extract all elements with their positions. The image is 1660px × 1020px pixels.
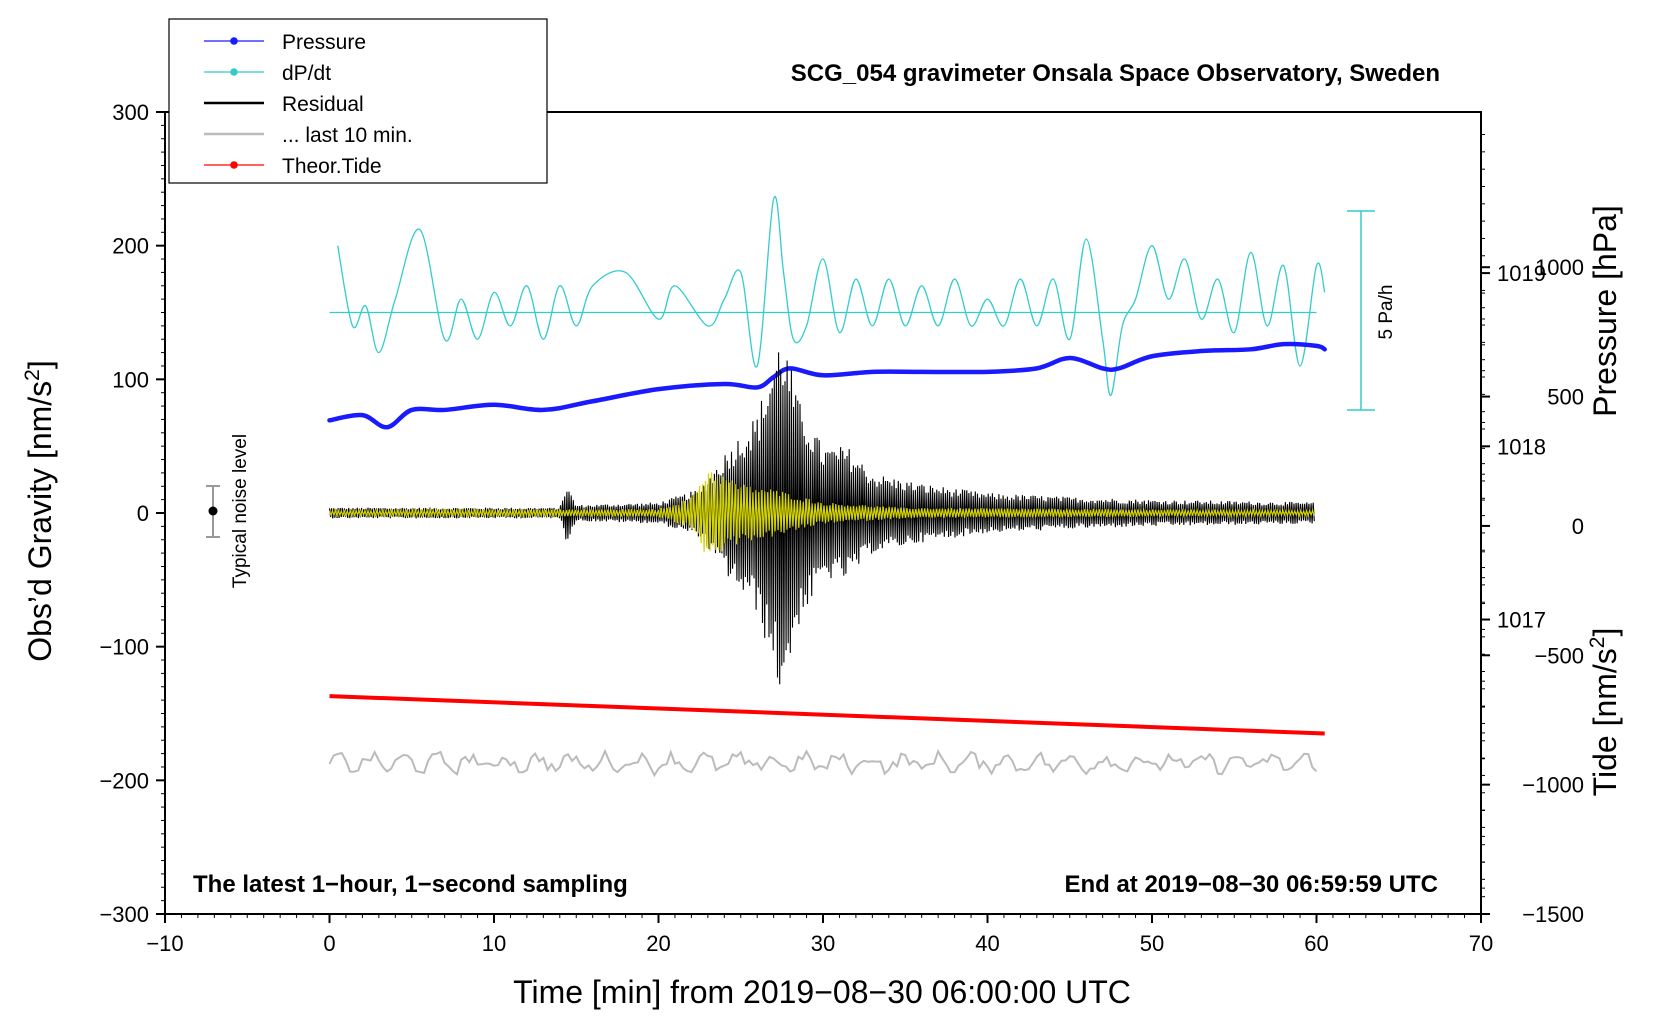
tide-tick-label-3: −500 xyxy=(1534,643,1584,668)
x-tick-label-7: 60 xyxy=(1304,931,1328,956)
dpdt-scale-bar xyxy=(1347,210,1375,411)
tide-tick-label-0: 1000 xyxy=(1535,255,1584,280)
legend-label-4: Theor.Tide xyxy=(282,155,382,178)
x-axis-title: Time [min] from 2019−08−30 06:00:00 UTC xyxy=(513,974,1131,1010)
x-tick-label-0: −10 xyxy=(146,931,183,956)
legend-label-3: ... last 10 min. xyxy=(282,124,413,147)
x-tick-label-4: 30 xyxy=(811,931,835,956)
legend-marker-0 xyxy=(230,37,238,45)
pressure-tick-label-1: 1018 xyxy=(1497,434,1546,459)
filtered-residual-line xyxy=(328,472,1315,552)
x-tick-label-3: 20 xyxy=(646,931,670,956)
tide-tick-label-2: 0 xyxy=(1572,514,1584,539)
theor-tide-series xyxy=(329,694,1325,736)
y-tick-label-0: −300 xyxy=(99,902,149,927)
pressure-axis-title: Pressure [hPa] xyxy=(1587,205,1623,417)
x-tick-label-8: 70 xyxy=(1469,931,1493,956)
legend-marker-4 xyxy=(230,161,238,169)
tide-tick-label-5: −1500 xyxy=(1522,902,1584,927)
legend-label-2: Residual xyxy=(282,93,364,116)
tide-axis-ticks: 1000 500 0 −500 −1000 −1500 xyxy=(1481,255,1584,927)
y-tick-label-4: 100 xyxy=(112,367,149,392)
x-tick-label-1: 0 xyxy=(323,931,335,956)
annotation-end-time: End at 2019−08−30 06:59:59 UTC xyxy=(1064,871,1438,898)
dpdt-scale-label: 5 Pa/h xyxy=(1376,285,1397,340)
noise-level-marker xyxy=(206,485,220,538)
last-10-min-series xyxy=(328,748,1318,778)
pressure-line xyxy=(327,341,1327,430)
legend: Pressure dP/dt Residual ... last 10 min. The… xyxy=(168,18,548,184)
tide-tick-label-4: −1000 xyxy=(1522,773,1584,798)
y-tick-label-1: −200 xyxy=(99,768,149,793)
y-axis-ticks: −300 −200 −100 0 100 200 300 xyxy=(99,100,165,927)
x-axis-ticks: −10 0 10 20 30 40 50 60 70 xyxy=(146,914,1493,956)
y-tick-label-5: 200 xyxy=(112,234,149,259)
last-10-min-line xyxy=(328,748,1318,778)
pressure-series xyxy=(327,341,1327,430)
legend-label-1: dP/dt xyxy=(282,62,331,85)
pressure-axis-ticks: 1017 1018 1019 xyxy=(1481,134,1546,898)
x-tick-label-5: 40 xyxy=(975,931,999,956)
dpdt-series xyxy=(329,195,1326,397)
annotation-sampling: The latest 1−hour, 1−second sampling xyxy=(193,871,628,898)
dpdt-line xyxy=(337,195,1326,397)
tide-tick-label-1: 500 xyxy=(1547,385,1584,410)
legend-marker-1 xyxy=(230,68,238,76)
legend-label-0: Pressure xyxy=(282,31,366,54)
chart-title: SCG_054 gravimeter Onsala Space Observat… xyxy=(791,60,1440,87)
legend-box xyxy=(168,18,548,184)
filtered-residual-series xyxy=(328,472,1315,552)
pressure-tick-label-2: 1019 xyxy=(1497,261,1546,286)
theor-tide-line xyxy=(329,694,1325,736)
y-tick-label-6: 300 xyxy=(112,100,149,125)
noise-level-label: Typical noise level xyxy=(230,434,251,588)
y-axis-title: Obs’d Gravity [nm/s2] xyxy=(21,360,58,662)
pressure-tick-label-0: 1017 xyxy=(1497,608,1546,633)
x-tick-label-2: 10 xyxy=(482,931,506,956)
tide-axis-title: Tide [nm/s2] xyxy=(1586,628,1623,797)
x-tick-label-6: 50 xyxy=(1140,931,1164,956)
y-tick-label-3: 0 xyxy=(137,501,149,526)
y-tick-label-2: −100 xyxy=(99,635,149,660)
